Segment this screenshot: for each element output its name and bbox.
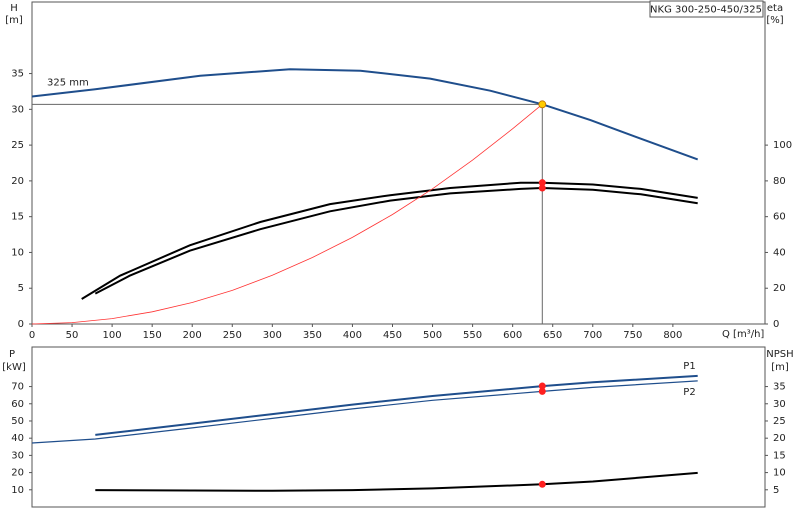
- y-tick-label: 30: [11, 450, 24, 461]
- y2-tick-label: 40: [773, 247, 786, 258]
- plot-frame: [31, 346, 766, 508]
- x-tick-label: 750: [623, 330, 642, 341]
- x-tick-label: 700: [583, 330, 602, 341]
- y2-tick-label: 25: [773, 416, 786, 427]
- y-tick-label: 15: [11, 212, 24, 223]
- x-tick-label: 450: [383, 330, 402, 341]
- y-label: H: [10, 3, 18, 14]
- y2-label: NPSH: [766, 349, 793, 360]
- y2-label: eta: [767, 3, 783, 14]
- x-tick-label: 150: [143, 330, 162, 341]
- plot-frame: [31, 1, 766, 325]
- y-unit: [m]: [5, 15, 23, 26]
- y-tick-label: 10: [11, 247, 24, 258]
- duty-marker: [538, 184, 546, 192]
- x-tick-label: 400: [343, 330, 362, 341]
- series-label: P2: [683, 387, 695, 398]
- x-tick-label: 600: [503, 330, 522, 341]
- x-tick-label: 50: [66, 330, 79, 341]
- y2-tick-label: 60: [773, 212, 786, 223]
- x-tick-label: 550: [463, 330, 482, 341]
- y-tick-label: 30: [11, 104, 24, 115]
- y2-unit: [m]: [771, 362, 789, 373]
- duty-marker: [538, 480, 546, 488]
- curve: [31, 68, 699, 161]
- x-tick-label: 300: [263, 330, 282, 341]
- y2-tick-label: 5: [773, 485, 779, 496]
- y2-tick-label: 15: [773, 450, 786, 461]
- y-tick-label: 60: [11, 399, 24, 410]
- y-tick-label: 40: [11, 433, 24, 444]
- x-tick-label: 350: [303, 330, 322, 341]
- y-tick-label: 70: [11, 382, 24, 393]
- duty-marker: [538, 100, 547, 109]
- curve: [95, 374, 698, 436]
- y-label: P: [9, 349, 15, 360]
- y2-unit: [%]: [766, 15, 783, 26]
- x-tick-label: 650: [543, 330, 562, 341]
- x-tick-label: 200: [183, 330, 202, 341]
- y-tick-label: 10: [11, 485, 24, 496]
- x-tick-label: 100: [103, 330, 122, 341]
- y-tick-label: 20: [11, 468, 24, 479]
- title-box: [649, 0, 764, 18]
- y-tick-label: 35: [11, 69, 24, 80]
- curve: [95, 471, 698, 492]
- y2-tick-label: 80: [773, 176, 786, 187]
- duty-marker: [538, 387, 546, 395]
- y-tick-label: 0: [18, 319, 24, 330]
- y2-tick-label: 10: [773, 468, 786, 479]
- x-tick-label: 500: [423, 330, 442, 341]
- y2-tick-label: 20: [773, 283, 786, 294]
- series-label: P1: [683, 361, 695, 372]
- y-tick-label: 25: [11, 140, 24, 151]
- y2-tick-label: 0: [773, 319, 779, 330]
- curve: [81, 181, 698, 300]
- series-label: 325 mm: [47, 77, 89, 88]
- y2-tick-label: 30: [773, 399, 786, 410]
- duty-marker: [538, 382, 546, 390]
- y-tick-label: 50: [11, 416, 24, 427]
- x-tick-label: 0: [29, 330, 35, 341]
- curve: [31, 380, 698, 444]
- y2-tick-label: 35: [773, 382, 786, 393]
- y-tick-label: 5: [18, 283, 24, 294]
- x-tick-label: 800: [663, 330, 682, 341]
- x-label: Q [m³/h]: [722, 329, 764, 340]
- y2-tick-label: 20: [773, 433, 786, 444]
- y2-tick-label: 100: [773, 140, 792, 151]
- x-tick-label: 250: [223, 330, 242, 341]
- y-tick-label: 20: [11, 176, 24, 187]
- chart-title: NKG 300-250-450/325: [650, 5, 762, 16]
- duty-marker: [538, 179, 546, 187]
- curve: [31, 103, 543, 325]
- y-unit: [kW]: [2, 362, 26, 373]
